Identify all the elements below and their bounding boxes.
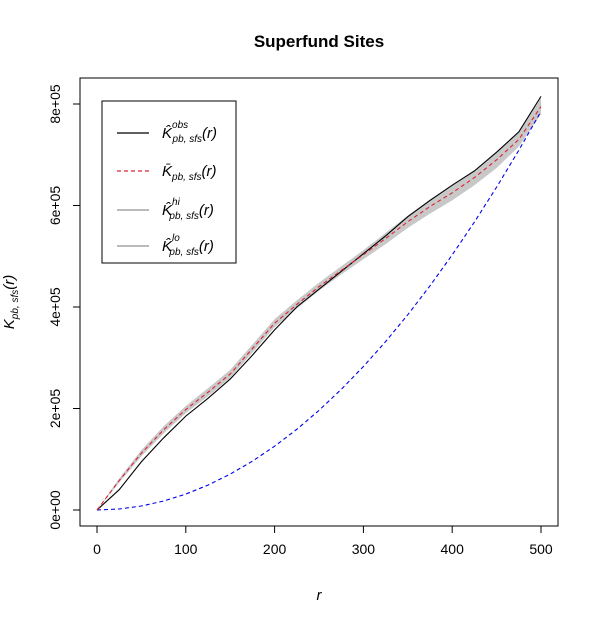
x-axis: 0 100 200 300 400 500 [93,525,553,557]
legend-entry-theo: K̄pb, sfs(r) [117,163,216,183]
y-tick-label: 0e+00 [47,490,63,530]
series-line-csr [96,111,542,511]
legend-entry-lo: K̂lo pb, sfs(r) [117,233,214,258]
x-tick-label: 500 [529,541,553,557]
y-tick-label: 8e+05 [47,84,63,124]
legend: K̂obs pb, sfs(r) K̄pb, sfs(r) K̂hi pb, sfs(r… [101,100,237,264]
x-tick-label: 200 [263,541,287,557]
y-axis-label-sub: pb, sfs [10,290,21,320]
svg-text:Kpb, sfs(r): Kpb, sfs(r) [1,275,21,329]
x-tick-label: 300 [352,541,376,557]
legend-entry-hi: K̂hi pb, sfs(r) [117,197,214,222]
y-tick-label: 2e+05 [47,389,63,429]
legend-entry-obs: K̂obs pb, sfs(r) [117,120,217,145]
y-axis: 0e+00 2e+05 4e+05 6e+05 8e+05 [47,84,81,530]
y-axis-label-paren: (r) [1,275,18,290]
series-line-theo [96,106,542,511]
legend-label-theo: K̄pb, sfs(r) [162,163,216,183]
x-tick-label: 400 [441,541,465,557]
y-tick-label: 6e+05 [47,186,63,226]
legend-box [101,100,237,264]
series-line-obs [96,96,542,511]
legend-label-hi: K̂hi pb, sfs(r) [162,197,214,222]
y-axis-label: Kpb, sfs(r) [1,275,21,329]
legend-label-obs: K̂obs pb, sfs(r) [162,120,217,145]
y-axis-label-main: K [1,318,18,329]
x-axis-label: r [317,587,323,604]
series-layer [96,96,542,511]
legend-label-lo: K̂lo pb, sfs(r) [162,233,214,258]
y-tick-label: 4e+05 [47,287,63,327]
x-tick-label: 0 [93,541,101,557]
x-tick-label: 100 [174,541,198,557]
chart-title: Superfund Sites [254,32,384,51]
